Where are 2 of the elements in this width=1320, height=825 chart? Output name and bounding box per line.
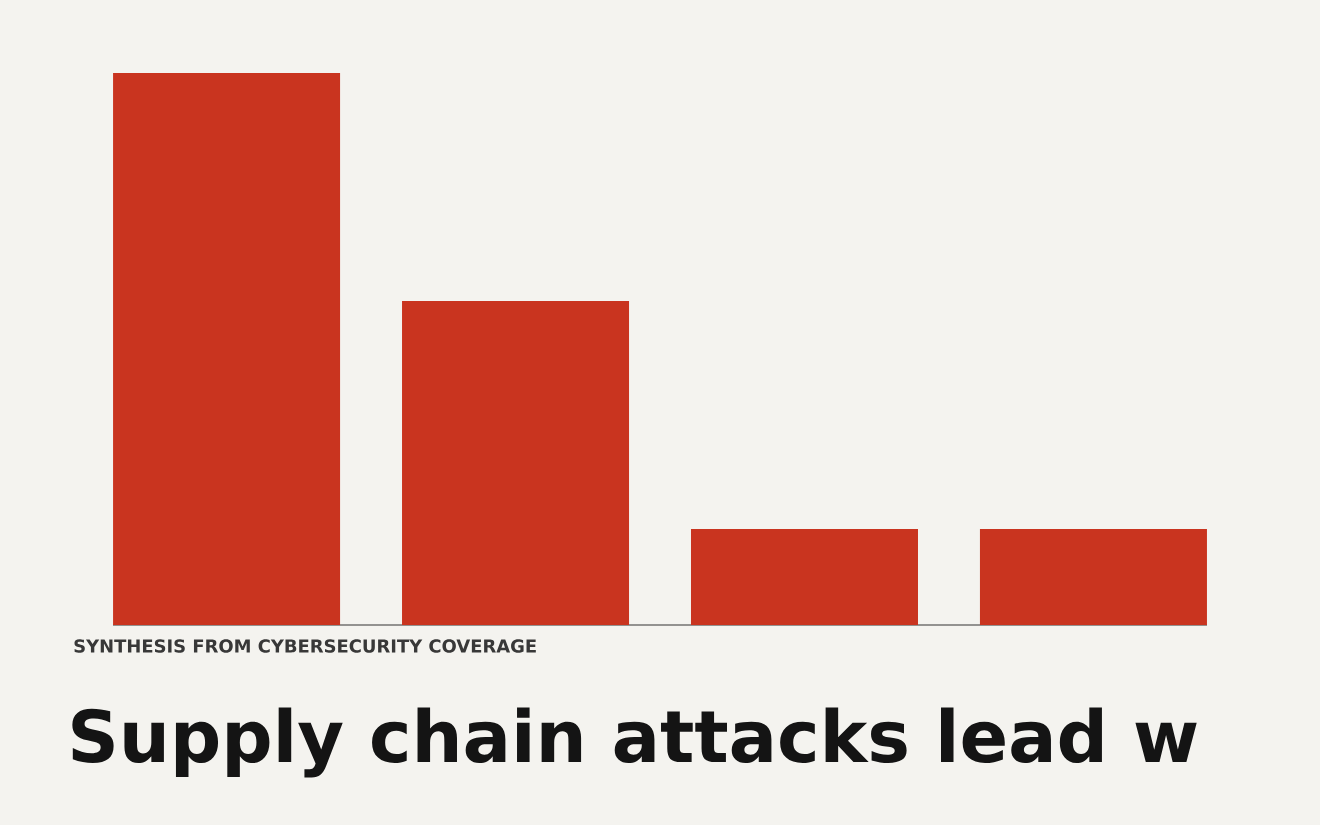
text: Supply chain attacks lead w bbox=[72, 707, 1197, 778]
text: SYNTHESIS FROM CYBERSECURITY COVERAGE bbox=[74, 639, 536, 653]
